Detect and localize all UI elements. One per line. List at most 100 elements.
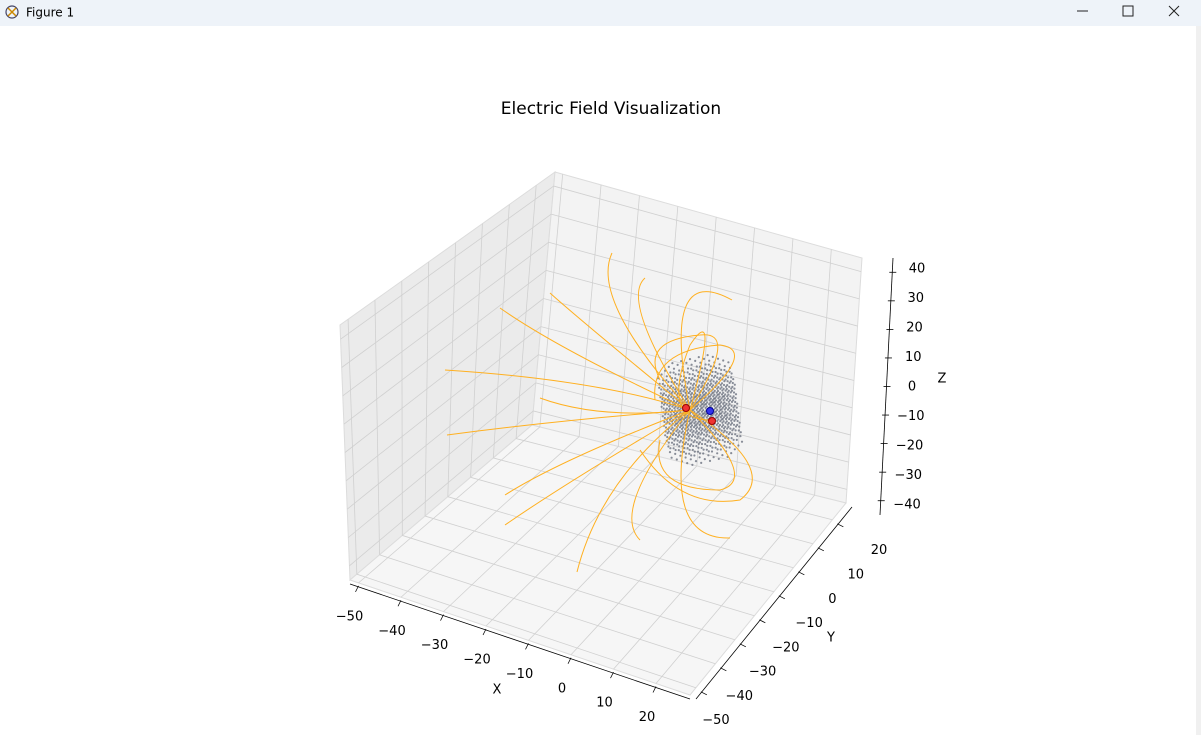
sample-point <box>703 414 706 417</box>
sample-point <box>704 421 707 424</box>
sample-point <box>736 419 739 423</box>
sample-point <box>666 432 669 435</box>
sample-point <box>696 393 699 396</box>
sample-point <box>716 452 719 455</box>
sample-point <box>714 397 717 400</box>
sample-point <box>724 404 727 407</box>
sample-point <box>687 424 690 427</box>
sample-point <box>713 389 716 392</box>
sample-point <box>679 450 682 453</box>
sample-point <box>730 400 734 403</box>
y-tick-label: 20 <box>871 543 888 558</box>
sample-point <box>709 365 712 368</box>
sample-point <box>674 437 677 440</box>
sample-point <box>702 448 705 451</box>
sample-point <box>698 408 702 412</box>
grid-line <box>447 496 774 593</box>
sample-point <box>701 391 704 394</box>
sample-point <box>695 441 698 444</box>
sample-point <box>706 401 709 404</box>
sample-point <box>698 427 701 430</box>
sample-point <box>728 403 731 406</box>
sample-point <box>678 445 681 448</box>
sample-point <box>698 384 701 387</box>
sample-point <box>667 441 670 444</box>
sample-point <box>721 421 724 424</box>
sample-point <box>682 386 686 389</box>
sample-point <box>734 397 737 400</box>
sample-point <box>690 424 694 427</box>
sample-point <box>711 414 714 417</box>
sample-point <box>688 358 692 361</box>
sample-point <box>701 427 704 431</box>
sample-point <box>687 428 690 431</box>
sample-point <box>731 385 734 388</box>
sample-point <box>716 416 719 419</box>
sample-point <box>719 387 722 390</box>
sample-point <box>739 431 742 434</box>
sample-point <box>693 374 696 377</box>
sample-point <box>727 433 730 436</box>
sample-point <box>714 410 718 413</box>
minimize-button[interactable] <box>1060 0 1105 26</box>
sample-point <box>714 370 717 374</box>
sample-point <box>729 391 732 394</box>
sample-point <box>698 456 701 459</box>
sample-point <box>698 423 701 427</box>
sample-point <box>728 410 732 413</box>
sample-point <box>685 437 688 440</box>
sample-point <box>693 418 696 421</box>
sample-point <box>699 401 702 404</box>
sample-point <box>697 431 700 434</box>
sample-point <box>722 416 726 419</box>
sample-point <box>682 394 685 397</box>
sample-point <box>696 407 700 410</box>
sample-point <box>694 460 698 463</box>
sample-point <box>692 444 695 448</box>
z-axis-label: Z <box>938 372 947 387</box>
sample-point <box>695 423 698 426</box>
sample-point <box>670 384 673 387</box>
sample-point <box>718 427 721 430</box>
grid-line <box>402 535 735 641</box>
sample-point <box>716 422 720 425</box>
sample-point <box>698 452 702 455</box>
sample-point <box>710 382 713 385</box>
sample-point <box>703 393 706 396</box>
sample-point <box>716 387 719 390</box>
sample-point <box>732 406 735 409</box>
sample-point <box>691 388 694 391</box>
sample-point <box>720 412 723 415</box>
sample-point <box>721 406 724 409</box>
sample-point <box>678 430 681 433</box>
sample-point <box>676 443 679 446</box>
sample-point <box>696 389 699 393</box>
maximize-button[interactable] <box>1106 0 1151 26</box>
sample-point <box>687 435 690 438</box>
x-tick-label: −50 <box>336 609 363 624</box>
y-tick-label: −10 <box>795 616 822 631</box>
sample-point <box>678 369 681 372</box>
sample-point <box>719 405 722 408</box>
sample-point <box>734 400 737 404</box>
sample-point <box>705 416 708 419</box>
sample-point <box>680 360 683 363</box>
sample-point <box>663 416 666 420</box>
sample-point <box>677 449 680 452</box>
sample-point <box>688 452 691 455</box>
sample-point <box>662 407 665 410</box>
sample-point <box>723 444 726 447</box>
close-button[interactable] <box>1152 0 1197 26</box>
sample-point <box>666 435 669 439</box>
sample-point <box>723 429 726 432</box>
sample-point <box>720 401 723 404</box>
sample-point <box>728 406 731 410</box>
sample-point <box>734 418 737 421</box>
sample-point <box>710 374 714 377</box>
sample-point <box>701 380 704 383</box>
sample-point <box>674 373 677 376</box>
sample-point <box>729 395 732 398</box>
sample-point <box>714 403 717 406</box>
sample-point <box>704 367 707 370</box>
sample-point <box>716 389 720 393</box>
